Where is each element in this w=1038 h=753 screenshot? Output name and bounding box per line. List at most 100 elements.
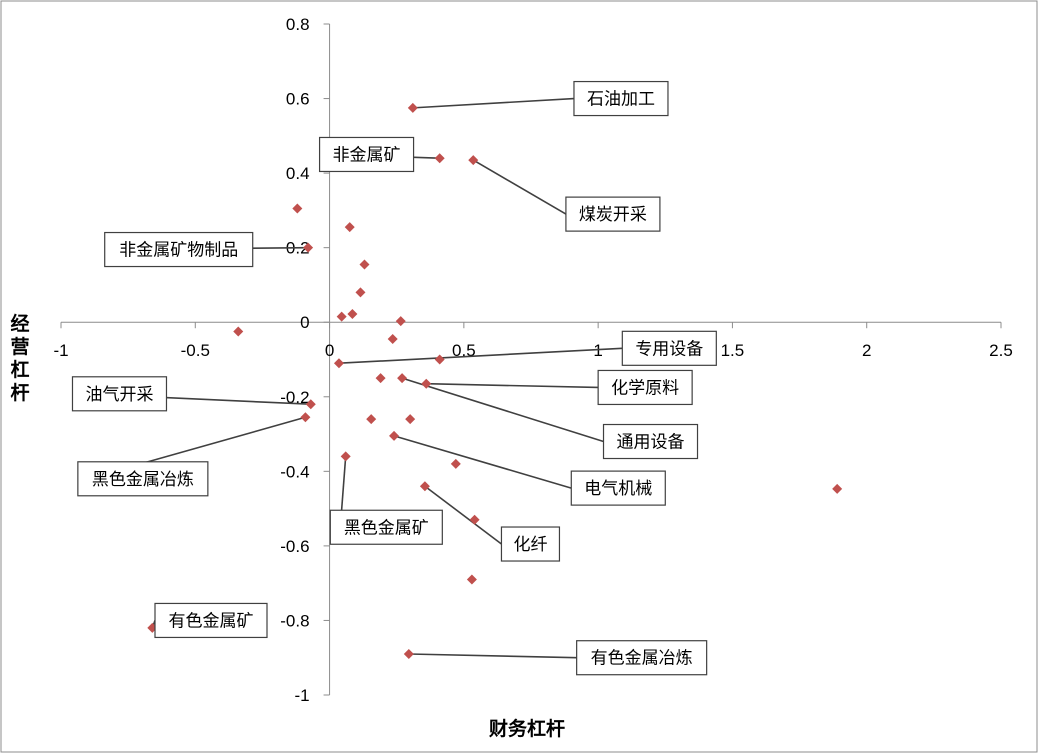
y-tick-label: 0.8	[286, 15, 310, 34]
y-axis-title-char: 经	[10, 312, 29, 335]
y-tick-label: 0.6	[286, 90, 310, 109]
data-point	[292, 203, 303, 214]
data-point	[469, 514, 480, 525]
data-point	[333, 358, 344, 369]
leader-line	[412, 97, 575, 109]
leader-line	[408, 653, 577, 659]
x-tick-label: -1	[53, 341, 68, 360]
data-point	[336, 311, 347, 322]
annotation-label: 石油加工	[573, 80, 669, 117]
x-tick-label: 0.5	[452, 341, 476, 360]
annotation-label: 非金属矿物制品	[104, 231, 254, 268]
data-point	[407, 102, 418, 113]
data-point	[233, 326, 244, 337]
annotation-box	[602, 423, 699, 460]
annotation-box	[71, 376, 168, 412]
data-point	[305, 399, 316, 410]
annotation-text: 非金属矿物制品	[119, 241, 238, 261]
annotation-label: 非金属矿	[318, 136, 415, 173]
annotation-text: 电气机械	[584, 479, 652, 499]
leader-line	[426, 382, 599, 389]
y-axis-title-char: 杠	[10, 358, 29, 381]
annotation-text: 化纤	[513, 535, 547, 555]
data-point	[387, 333, 398, 344]
data-point	[405, 414, 416, 425]
data-point	[395, 316, 406, 327]
annotation-box	[570, 470, 666, 506]
x-tick-label: 2.5	[989, 341, 1013, 360]
y-tick-label: 0	[300, 313, 309, 332]
annotation-text: 煤炭开采	[579, 205, 647, 225]
y-tick-label: 0.4	[286, 164, 310, 183]
annotation-box	[565, 196, 661, 232]
x-tick-label: 2	[862, 341, 871, 360]
x-tick-label: 0	[325, 341, 334, 360]
annotation-label: 专用设备	[621, 330, 717, 366]
data-point	[340, 451, 351, 462]
data-point	[403, 648, 414, 659]
y-tick-label: -0.4	[280, 462, 309, 481]
annotation-box	[329, 509, 443, 545]
annotation-label: 电气机械	[570, 470, 666, 506]
data-points	[147, 102, 843, 659]
annotation-box	[576, 640, 708, 676]
annotation-label: 煤炭开采	[565, 196, 661, 232]
annotation-box	[77, 461, 209, 497]
data-point	[359, 259, 370, 270]
x-tick-label: 1.5	[721, 341, 745, 360]
data-point	[466, 574, 477, 585]
annotation-box	[154, 602, 268, 639]
annotation-text: 化学原料	[611, 378, 679, 398]
leader-line	[424, 485, 502, 545]
y-axis-title-char: 杆	[10, 381, 29, 404]
annotation-text: 通用设备	[617, 433, 685, 453]
data-point	[355, 287, 366, 298]
leader-line	[338, 347, 623, 365]
annotation-label: 通用设备	[602, 423, 699, 460]
x-axis-ticks: -1 -0.5 0 0.5 1 1.5 2 2.5	[53, 322, 1013, 360]
data-point	[468, 155, 479, 166]
annotation-text: 黑色金属矿	[344, 518, 429, 538]
annotation-box	[500, 526, 561, 562]
data-point	[419, 481, 430, 492]
y-axis-ticks: 0.80.60.40.20-0.2-0.4-0.6-0.8-1	[280, 15, 330, 705]
x-axis-title: 财务杠杆	[489, 717, 565, 740]
annotation-label: 化学原料	[597, 369, 693, 406]
annotation-label: 化纤	[500, 526, 561, 562]
annotation-text: 石油加工	[587, 90, 655, 110]
annotation-label: 有色金属矿	[154, 602, 268, 639]
data-point	[303, 242, 314, 253]
annotation-box	[621, 330, 717, 366]
annotation-text: 油气开采	[85, 385, 153, 405]
y-tick-label: -0.6	[280, 537, 309, 556]
data-point	[450, 458, 461, 469]
annotation-box	[597, 369, 693, 406]
data-point	[344, 222, 355, 233]
data-point	[389, 430, 400, 441]
data-point	[397, 373, 408, 384]
annotation-text: 专用设备	[635, 339, 703, 359]
data-point	[375, 373, 386, 384]
data-point	[366, 414, 377, 425]
leader-line	[393, 435, 572, 489]
y-axis-title-char: 营	[10, 335, 29, 358]
data-point	[832, 483, 843, 494]
annotation-box	[318, 136, 415, 173]
data-point	[421, 378, 432, 389]
annotation-text: 非金属矿	[333, 145, 401, 165]
annotation-box	[104, 231, 254, 268]
data-point	[434, 153, 445, 164]
x-tick-label: -0.5	[181, 341, 210, 360]
data-point	[347, 309, 358, 320]
leader-line	[472, 159, 567, 215]
data-point	[434, 354, 445, 365]
leader-line	[401, 377, 604, 443]
annotation-text: 有色金属冶炼	[591, 649, 693, 669]
y-tick-label: -0.2	[280, 388, 309, 407]
data-point	[300, 412, 311, 423]
annotation-text: 有色金属矿	[169, 611, 254, 631]
annotation-label: 有色金属冶炼	[576, 640, 708, 676]
y-tick-label: -0.8	[280, 611, 309, 630]
